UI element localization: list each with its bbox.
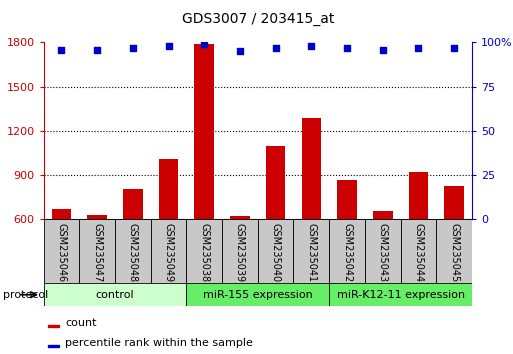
Bar bbox=[258, 219, 293, 283]
Bar bbox=[329, 283, 472, 306]
Bar bbox=[302, 118, 321, 308]
Bar bbox=[222, 219, 258, 283]
Text: GSM235043: GSM235043 bbox=[378, 223, 388, 282]
Bar bbox=[115, 219, 151, 283]
Text: GSM235044: GSM235044 bbox=[413, 223, 423, 282]
Bar bbox=[48, 325, 58, 327]
Text: GSM235046: GSM235046 bbox=[56, 223, 67, 282]
Point bbox=[343, 45, 351, 51]
Text: protocol: protocol bbox=[3, 290, 48, 300]
Point bbox=[271, 45, 280, 51]
Bar bbox=[123, 188, 143, 308]
Bar bbox=[444, 185, 464, 308]
Text: GSM235049: GSM235049 bbox=[164, 223, 173, 282]
Text: GSM235047: GSM235047 bbox=[92, 223, 102, 282]
Point bbox=[415, 45, 423, 51]
Bar bbox=[52, 209, 71, 308]
Point bbox=[57, 47, 66, 52]
Text: miR-K12-11 expression: miR-K12-11 expression bbox=[337, 290, 465, 300]
Bar bbox=[373, 211, 392, 308]
Bar bbox=[337, 179, 357, 308]
Bar bbox=[401, 219, 436, 283]
Bar bbox=[365, 219, 401, 283]
Bar bbox=[293, 219, 329, 283]
Bar bbox=[151, 219, 186, 283]
Bar bbox=[44, 283, 186, 306]
Text: GSM235041: GSM235041 bbox=[306, 223, 317, 282]
Text: GSM235048: GSM235048 bbox=[128, 223, 138, 282]
Bar bbox=[194, 44, 214, 308]
Bar bbox=[48, 346, 58, 348]
Point bbox=[379, 47, 387, 52]
Point bbox=[200, 41, 208, 47]
Bar bbox=[159, 159, 179, 308]
Text: GSM235039: GSM235039 bbox=[235, 223, 245, 282]
Text: GSM235038: GSM235038 bbox=[199, 223, 209, 282]
Point bbox=[236, 48, 244, 54]
Text: miR-155 expression: miR-155 expression bbox=[203, 290, 312, 300]
Bar bbox=[266, 146, 285, 308]
Text: control: control bbox=[96, 290, 134, 300]
Bar bbox=[87, 215, 107, 308]
Bar bbox=[230, 216, 250, 308]
Bar bbox=[186, 283, 329, 306]
Text: GSM235040: GSM235040 bbox=[271, 223, 281, 282]
Point bbox=[165, 43, 173, 49]
Text: GSM235042: GSM235042 bbox=[342, 223, 352, 282]
Text: GSM235045: GSM235045 bbox=[449, 223, 459, 282]
Bar bbox=[436, 219, 472, 283]
Bar bbox=[44, 219, 80, 283]
Text: GDS3007 / 203415_at: GDS3007 / 203415_at bbox=[182, 12, 334, 27]
Bar bbox=[80, 219, 115, 283]
Point bbox=[129, 45, 137, 51]
Bar bbox=[186, 219, 222, 283]
Bar bbox=[329, 219, 365, 283]
Point bbox=[450, 45, 458, 51]
Bar bbox=[408, 172, 428, 308]
Text: count: count bbox=[65, 318, 96, 328]
Point bbox=[307, 43, 315, 49]
Text: percentile rank within the sample: percentile rank within the sample bbox=[65, 338, 253, 348]
Point bbox=[93, 47, 101, 52]
